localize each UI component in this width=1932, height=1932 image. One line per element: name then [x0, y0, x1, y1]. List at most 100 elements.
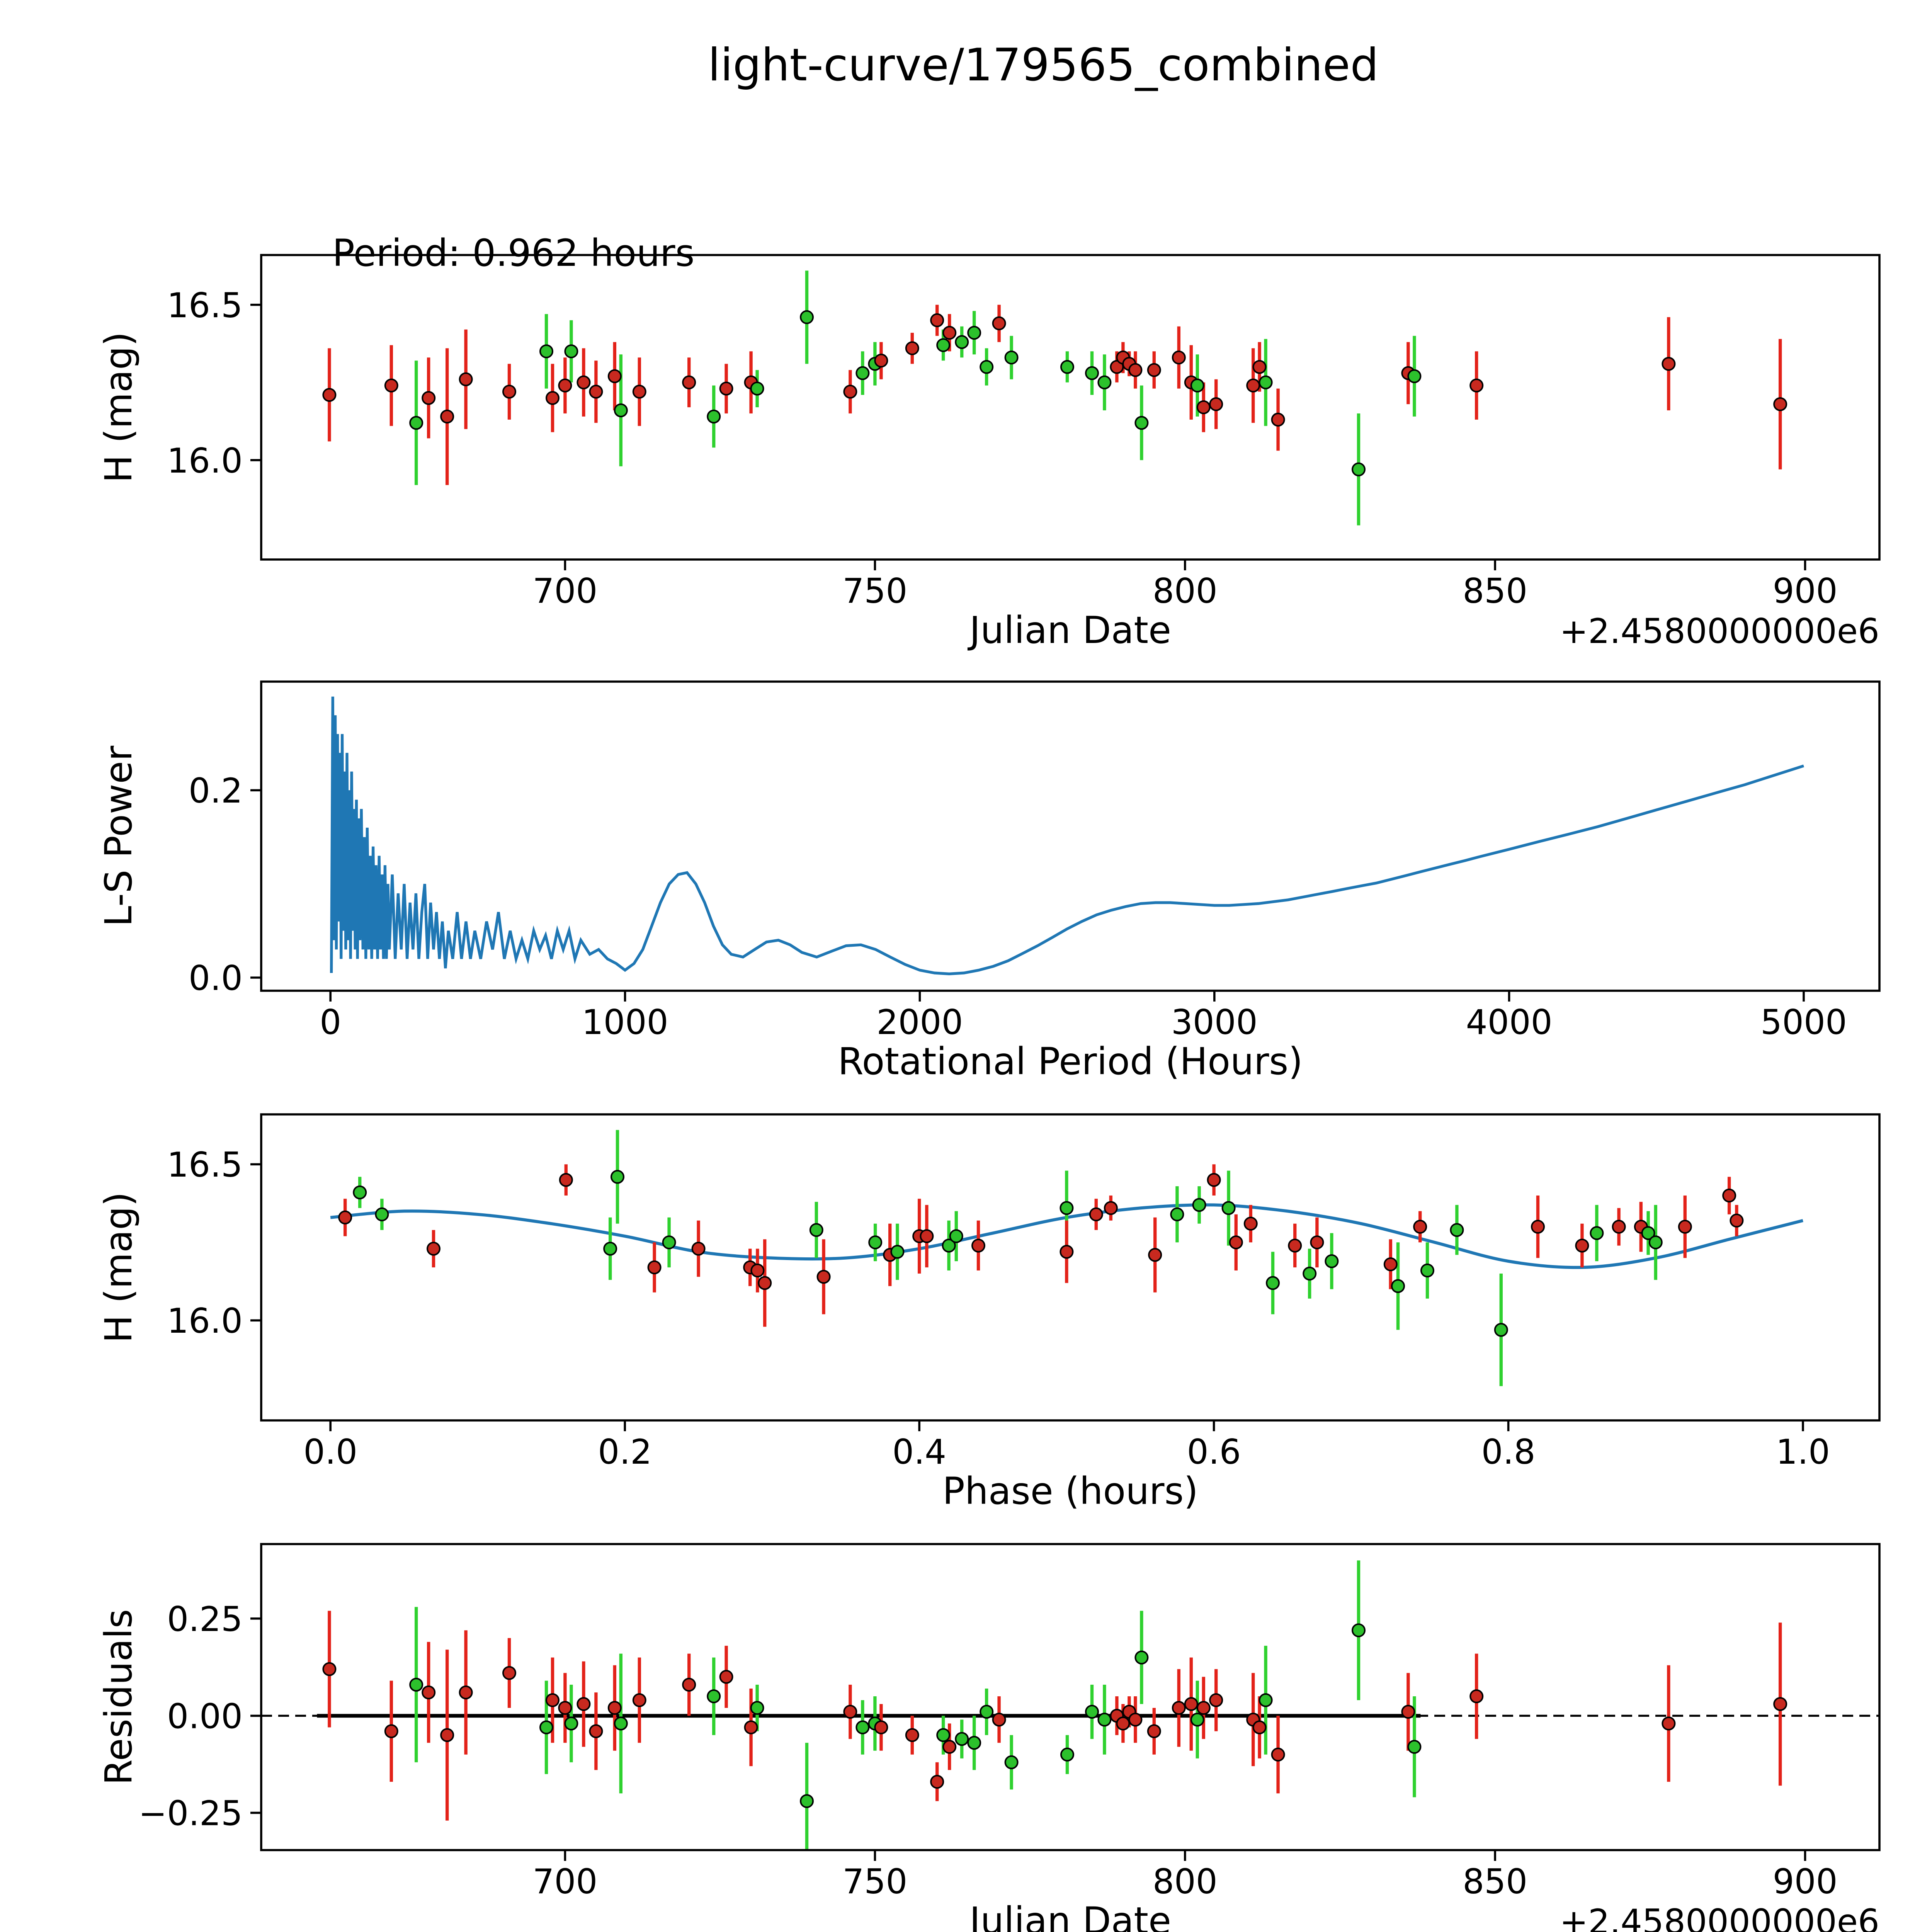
data-point — [1773, 397, 1787, 411]
x-axis-label: Julian Date — [968, 609, 1171, 652]
x-tick-label: 900 — [1773, 571, 1838, 611]
x-axis-offset-label: +2.4580000000e6 — [1560, 611, 1879, 651]
x-tick-label: 700 — [532, 1862, 597, 1901]
x-axis-label: Phase (hours) — [942, 1469, 1198, 1513]
panel-periodogram: 0 1000 2000 3000 4000 5000 0.0 0.2 Rotational Pe… — [97, 680, 1881, 1083]
data-point — [1773, 1697, 1787, 1711]
y-tick-label: −0.25 — [138, 1794, 243, 1833]
plot-area — [261, 682, 1879, 991]
data-point — [1089, 1207, 1103, 1221]
data-point — [1641, 1226, 1655, 1240]
data-point — [422, 391, 436, 405]
data-point — [564, 1716, 578, 1731]
plot-area — [261, 1544, 1879, 1850]
data-point — [1407, 1740, 1422, 1754]
data-point — [539, 1720, 553, 1735]
data-point — [1383, 1257, 1398, 1271]
data-point — [1085, 366, 1099, 380]
data-point — [1190, 378, 1204, 393]
data-point — [1391, 1279, 1405, 1293]
data-point — [1612, 1219, 1626, 1234]
data-point — [719, 1670, 733, 1684]
x-tick-label: 750 — [842, 571, 907, 611]
data-point — [992, 316, 1006, 330]
data-point — [1170, 1207, 1184, 1221]
x-tick-label: 750 — [842, 1862, 907, 1901]
data-point — [422, 1685, 436, 1699]
data-point — [930, 1775, 944, 1789]
data-point — [409, 416, 423, 430]
data-point — [980, 360, 994, 374]
data-layer — [330, 696, 1804, 976]
x-tick-label: 0.0 — [303, 1432, 357, 1472]
data-point — [546, 1693, 560, 1707]
data-point — [1590, 1226, 1604, 1240]
data-point — [942, 1740, 957, 1754]
data-point — [967, 1736, 981, 1750]
data-point — [1004, 350, 1019, 365]
data-point — [682, 1678, 696, 1692]
data-point — [440, 1728, 454, 1742]
data-point — [758, 1276, 772, 1290]
data-point — [607, 1701, 622, 1715]
data-point — [322, 388, 337, 402]
data-point — [691, 1242, 706, 1256]
data-point — [1401, 1705, 1415, 1719]
data-point — [868, 1235, 883, 1250]
y-tick-label: 0.25 — [167, 1599, 243, 1639]
data-point — [559, 1173, 573, 1187]
data-point — [936, 1728, 951, 1742]
data-point — [614, 1716, 628, 1731]
data-point — [353, 1185, 367, 1199]
data-point — [1196, 400, 1211, 414]
data-point — [800, 310, 814, 324]
data-point — [1172, 1701, 1186, 1715]
data-point — [1192, 1198, 1206, 1212]
x-tick-label: 2000 — [876, 1002, 963, 1042]
data-point — [662, 1235, 676, 1250]
data-layer — [330, 1130, 1803, 1386]
data-point — [546, 391, 560, 405]
data-point — [1085, 1705, 1099, 1719]
data-point — [1134, 416, 1149, 430]
data-point — [427, 1242, 440, 1256]
data-point — [1730, 1213, 1744, 1228]
data-point — [800, 1794, 814, 1808]
axes-frame — [260, 254, 1881, 561]
data-point — [750, 1264, 765, 1277]
data-point — [539, 344, 553, 359]
data-point — [1060, 1201, 1074, 1215]
panel-title: Period: 0.962 hours — [332, 231, 694, 275]
data-point — [1648, 1235, 1663, 1250]
y-tick-label: 0.2 — [189, 771, 243, 811]
data-point — [816, 1270, 831, 1284]
data-point — [874, 1720, 888, 1735]
data-point — [809, 1223, 823, 1237]
data-point — [1450, 1223, 1464, 1237]
data-point — [855, 1720, 870, 1735]
data-point — [577, 375, 591, 389]
data-point — [384, 1724, 398, 1738]
data-point — [611, 1170, 624, 1184]
data-point — [338, 1210, 352, 1225]
data-point — [1060, 360, 1074, 374]
data-point — [1420, 1264, 1434, 1277]
y-tick-label: 16.0 — [167, 441, 243, 481]
data-point — [1128, 1713, 1143, 1727]
data-point — [750, 1701, 764, 1715]
data-point — [1531, 1219, 1545, 1234]
data-point — [1184, 1697, 1198, 1711]
data-point — [1209, 397, 1223, 411]
y-axis-label: L-S Power — [97, 745, 140, 927]
data-point — [1678, 1219, 1692, 1234]
data-point — [1207, 1173, 1221, 1187]
axes-frame — [260, 680, 1881, 992]
x-tick-label: 0.8 — [1481, 1432, 1536, 1472]
y-tick-label: 16.5 — [167, 1145, 243, 1185]
data-point — [1246, 378, 1260, 393]
data-point — [1469, 1689, 1484, 1703]
data-point — [614, 403, 628, 417]
x-tick-label: 850 — [1463, 571, 1527, 611]
